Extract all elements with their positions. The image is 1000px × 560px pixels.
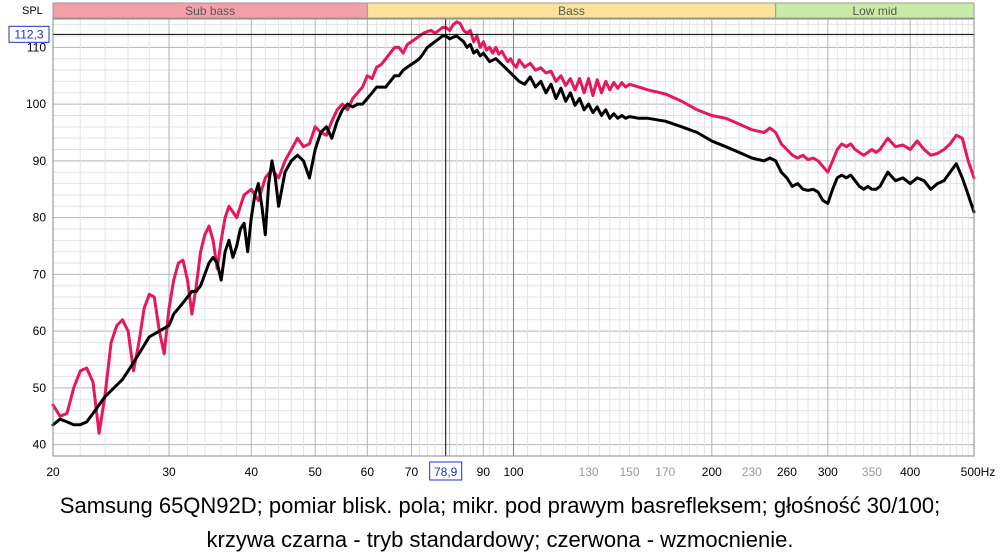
band-label: Low mid	[852, 4, 897, 18]
x-tick-label: 170	[655, 465, 675, 479]
y-tick-label: 90	[33, 154, 47, 168]
x-tick-label: 300	[818, 465, 838, 479]
x-tick-label: 60	[361, 465, 375, 479]
series-curve-2	[51, 34, 976, 427]
y-tick-label: 40	[33, 438, 47, 452]
band-label: Bass	[558, 4, 585, 18]
x-tick-label: 20	[46, 465, 60, 479]
y-axis-label: SPL	[22, 5, 43, 17]
y-tick-label: 110	[27, 40, 46, 54]
x-tick-label: 50	[308, 465, 322, 479]
plot-frame	[52, 18, 975, 457]
x-tick-label: 200	[702, 465, 722, 479]
x-tick-label: 230	[742, 465, 762, 479]
x-tick-label: 40	[245, 465, 259, 479]
band-low-mid	[775, 2, 975, 19]
y-tick-label: 80	[33, 211, 47, 225]
x-tick-label: 500Hz	[961, 465, 996, 479]
x-tick-label: 90	[477, 465, 491, 479]
cursor-y-box	[8, 25, 50, 43]
caption-line-2: krzywa czarna - tryb standardowy; czerwo…	[206, 527, 794, 552]
x-tick-label: 400	[900, 465, 920, 479]
cursor-y-value: 112,3	[14, 27, 43, 41]
x-tick-label: 70	[405, 465, 419, 479]
series-curve-1	[51, 20, 976, 435]
y-tick-label: 60	[33, 324, 47, 338]
frequency-response-chart: Sub bass Bass Low mid SPL 40 50 60 70 80 90 100 110…	[8, 2, 996, 481]
y-tick-label: 50	[33, 381, 47, 395]
cursor-x-value: 78,9	[434, 465, 458, 479]
x-tick-label: 350	[862, 465, 882, 479]
x-tick-label: 130	[579, 465, 599, 479]
x-tick-label: 30	[162, 465, 176, 479]
y-tick-label: 100	[26, 97, 46, 111]
caption-line-1: Samsung 65QN92D; pomiar blisk. pola; mik…	[59, 493, 941, 518]
x-tick-label: 260	[777, 465, 797, 479]
x-tick-label: 100	[503, 465, 523, 479]
x-tick-label: 150	[619, 465, 639, 479]
cursor-x-box	[429, 461, 463, 481]
band-label: Sub bass	[185, 4, 235, 18]
y-tick-label: 70	[33, 267, 47, 281]
